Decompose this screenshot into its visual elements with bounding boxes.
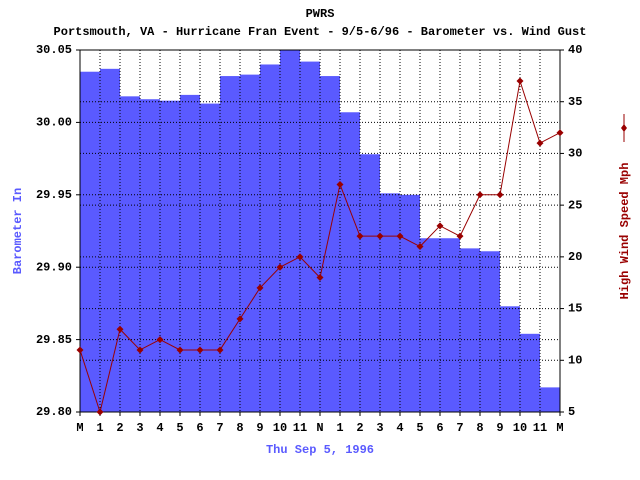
- wind-marker: [216, 346, 224, 354]
- bar: [220, 76, 240, 413]
- bar: [460, 248, 480, 412]
- bar: [80, 71, 100, 412]
- bar: [520, 333, 540, 412]
- y-tick-label: 29.90: [36, 260, 72, 274]
- y2-tick-label: 40: [568, 43, 582, 57]
- y-tick-label: 29.85: [36, 333, 72, 347]
- y2-tick-label: 10: [568, 353, 582, 367]
- wind-marker: [196, 346, 204, 354]
- x-tick-label: 8: [476, 421, 483, 435]
- x-tick-label: 6: [196, 421, 203, 435]
- chart-subtitle: Portsmouth, VA - Hurricane Fran Event - …: [54, 25, 587, 39]
- bar: [320, 76, 340, 413]
- wind-marker: [536, 139, 544, 147]
- wind-marker: [356, 232, 364, 240]
- bar: [420, 238, 440, 412]
- wind-marker: [96, 408, 104, 416]
- x-tick-label: 3: [136, 421, 143, 435]
- bar: [200, 103, 220, 413]
- x-tick-label: M: [556, 421, 563, 435]
- bar: [500, 306, 520, 412]
- x-tick-label: 4: [396, 421, 403, 435]
- wind-marker: [336, 180, 344, 188]
- y-tick-label: 29.80: [36, 405, 72, 419]
- x-axis-label: Thu Sep 5, 1996: [266, 443, 374, 457]
- y2-tick-label: 20: [568, 250, 582, 264]
- bar: [120, 96, 140, 412]
- y-tick-label: 29.95: [36, 188, 72, 202]
- y2-axis-label: High Wind Speed Mph: [618, 163, 632, 300]
- y2-tick-label: 30: [568, 147, 582, 161]
- wind-marker: [556, 129, 564, 137]
- x-tick-label: 9: [256, 421, 263, 435]
- y2-tick-label: 5: [568, 405, 575, 419]
- x-tick-label: 5: [416, 421, 423, 435]
- bar: [540, 387, 560, 412]
- bar: [100, 68, 120, 412]
- wind-marker: [516, 77, 524, 85]
- wind-marker: [456, 232, 464, 240]
- wind-marker: [76, 346, 84, 354]
- bar: [240, 74, 260, 412]
- wind-marker: [436, 222, 444, 230]
- bar: [140, 99, 160, 413]
- x-tick-label: 2: [116, 421, 123, 435]
- wind-marker: [156, 336, 164, 344]
- x-tick-label: 7: [456, 421, 463, 435]
- wind-marker: [476, 191, 484, 199]
- wind-marker: [376, 232, 384, 240]
- wind-marker: [296, 253, 304, 261]
- wind-marker: [116, 325, 124, 333]
- wind-marker: [316, 274, 324, 282]
- x-tick-label: 10: [513, 421, 527, 435]
- x-tick-label: M: [76, 421, 83, 435]
- x-tick-label: 6: [436, 421, 443, 435]
- bar: [380, 193, 400, 412]
- y-tick-label: 30.00: [36, 116, 72, 130]
- bar: [400, 194, 420, 412]
- x-tick-label: 11: [293, 421, 307, 435]
- x-tick-label: 11: [533, 421, 547, 435]
- wind-marker: [496, 191, 504, 199]
- bar: [160, 100, 180, 413]
- bar: [440, 238, 460, 412]
- wind-marker: [136, 346, 144, 354]
- wind-marker: [256, 284, 264, 292]
- wind-marker: [276, 263, 284, 271]
- bar: [180, 94, 200, 412]
- bar: [300, 61, 320, 413]
- y-tick-label: 30.05: [36, 43, 72, 57]
- bar: [340, 112, 360, 412]
- legend-marker: [621, 124, 627, 132]
- y2-tick-label: 25: [568, 198, 582, 212]
- x-tick-label: 10: [273, 421, 287, 435]
- bar: [480, 251, 500, 412]
- y2-tick-label: 35: [568, 95, 582, 109]
- x-tick-label: 3: [376, 421, 383, 435]
- wind-marker: [416, 243, 424, 251]
- bar: [260, 64, 280, 412]
- bar: [280, 50, 300, 412]
- x-tick-label: 1: [96, 421, 103, 435]
- x-tick-label: 2: [356, 421, 363, 435]
- y2-tick-label: 15: [568, 302, 582, 316]
- wind-marker: [236, 315, 244, 323]
- x-tick-label: 9: [496, 421, 503, 435]
- wind-marker: [176, 346, 184, 354]
- x-tick-label: 8: [236, 421, 243, 435]
- x-tick-label: 7: [216, 421, 223, 435]
- x-tick-label: N: [316, 421, 323, 435]
- y-axis-label: Barometer In: [11, 188, 25, 274]
- bar: [360, 154, 380, 413]
- x-tick-label: 5: [176, 421, 183, 435]
- chart-title: PWRS: [306, 7, 335, 21]
- x-tick-label: 1: [336, 421, 343, 435]
- x-tick-label: 4: [156, 421, 163, 435]
- wind-marker: [396, 232, 404, 240]
